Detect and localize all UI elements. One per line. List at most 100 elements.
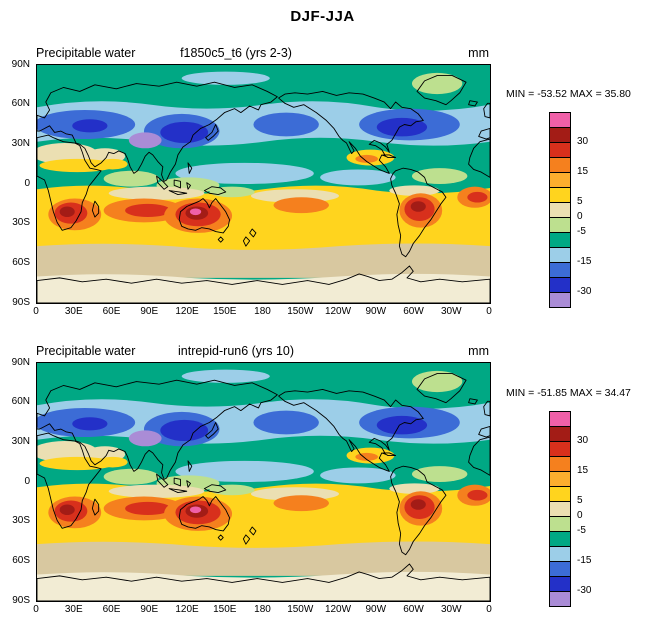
colorbar-segment [549, 127, 571, 143]
lat-tick-label: 30N [11, 435, 30, 447]
panel1-map-svg [37, 65, 490, 303]
lon-tick-label: 90W [365, 604, 387, 615]
lat-tick-label: 60S [12, 554, 30, 566]
lon-tick-label: 150E [213, 306, 237, 317]
panel1-map [36, 64, 491, 304]
lon-tick-label: 90W [365, 306, 387, 317]
colorbar-tick-label: -30 [577, 286, 592, 297]
lon-tick-label: 30E [64, 306, 83, 317]
colorbar-segment [549, 411, 571, 427]
panel2-map [36, 362, 491, 602]
colorbar-segment [549, 576, 571, 592]
lon-tick-label: 0 [33, 604, 39, 615]
colorbar-tick-label: -5 [577, 226, 586, 237]
colorbar-tick-label: -5 [577, 525, 586, 536]
colorbar-segment [549, 486, 571, 502]
lon-tick-label: 30W [440, 306, 462, 317]
lon-tick-label: 120E [175, 306, 199, 317]
panel2-minmax: MIN = -51.85 MAX = 34.47 [506, 387, 631, 399]
colorbar-segment [549, 292, 571, 308]
lat-tick-label: 90N [11, 58, 30, 70]
lat-tick-label: 0 [24, 177, 30, 189]
colorbar-tick-label: 15 [577, 465, 589, 476]
colorbar-tick-label: 0 [577, 510, 583, 521]
colorbar-tick-label: 30 [577, 435, 589, 446]
panel2-colorbar: 30 15 5 0 -5 -15 -30 [549, 411, 591, 607]
colorbar-tick-label: 30 [577, 136, 589, 147]
panel1-lat-axis: 90N 60N 30N 0 30S 60S 90S [0, 59, 33, 308]
panel1-minmax: MIN = -53.52 MAX = 35.80 [506, 88, 631, 100]
lat-tick-label: 60S [12, 256, 30, 268]
colorbar-segment [549, 277, 571, 293]
lat-tick-label: 60N [11, 396, 30, 408]
colorbar-segment [549, 262, 571, 278]
panel2-lon-axis: 0 30E 60E 90E 120E 150E 180 150W 120W 90W 60W 30W 0 [33, 602, 492, 616]
panel1-units-label: mm [468, 46, 489, 60]
lon-tick-label: 90E [140, 306, 159, 317]
lat-tick-label: 30S [12, 217, 30, 229]
lat-tick-label: 60N [11, 98, 30, 110]
lon-tick-label: 60W [403, 306, 424, 317]
lon-tick-label: 180 [254, 604, 271, 615]
lon-tick-label: 120E [175, 604, 199, 615]
lon-tick-label: 150W [287, 306, 314, 317]
colorbar-segment [549, 456, 571, 472]
panel1-header: Precipitable water f1850c5_t6 (yrs 2-3) … [36, 46, 489, 62]
panel2-case-label: intrepid-run6 (yrs 10) [177, 344, 295, 358]
colorbar-segment [549, 441, 571, 457]
colorbar-segment [549, 142, 571, 158]
panel2-lat-axis: 90N 60N 30N 0 30S 60S 90S [0, 357, 33, 606]
figure-title: DJF-JJA [290, 8, 355, 25]
colorbar-segment [549, 202, 571, 218]
panel2-header: Precipitable water intrepid-run6 (yrs 10… [36, 344, 489, 360]
colorbar-segment [549, 217, 571, 233]
colorbar-tick-label: 5 [577, 495, 583, 506]
panel1-case-label: f1850c5_t6 (yrs 2-3) [180, 46, 292, 60]
colorbar-segment [549, 471, 571, 487]
colorbar-segment [549, 516, 571, 532]
lon-tick-label: 90E [140, 604, 159, 615]
lon-tick-label: 120W [324, 306, 352, 317]
lon-tick-label: 60W [403, 604, 424, 615]
lon-tick-label: 0 [486, 306, 492, 317]
lon-tick-label: 0 [33, 306, 39, 317]
colorbar-segment [549, 501, 571, 517]
lon-tick-label: 60E [102, 306, 121, 317]
colorbar-tick-label: 0 [577, 211, 583, 222]
panel1-colorbar: 30 15 5 0 -5 -15 -30 [549, 112, 591, 308]
colorbar-segment [549, 531, 571, 547]
lat-tick-label: 90S [12, 296, 30, 308]
lat-tick-label: 90N [11, 356, 30, 368]
colorbar-segment [549, 426, 571, 442]
lon-tick-label: 180 [254, 306, 271, 317]
panel2-units-label: mm [468, 344, 489, 358]
lon-tick-label: 0 [486, 604, 492, 615]
colorbar-tick-label: -30 [577, 585, 592, 596]
lat-tick-label: 30S [12, 515, 30, 527]
colorbar-segment [549, 232, 571, 248]
lon-tick-label: 60E [102, 604, 121, 615]
colorbar-segment [549, 561, 571, 577]
colorbar-segment [549, 157, 571, 173]
lat-tick-label: 0 [24, 475, 30, 487]
colorbar-segment [549, 591, 571, 607]
lon-tick-label: 30W [440, 604, 462, 615]
lon-tick-label: 150W [287, 604, 314, 615]
panel2-map-svg [37, 363, 490, 601]
colorbar-segment [549, 546, 571, 562]
colorbar-tick-label: 5 [577, 196, 583, 207]
lon-tick-label: 30E [64, 604, 83, 615]
colorbar-tick-label: 15 [577, 166, 589, 177]
colorbar-segment [549, 112, 571, 128]
lat-tick-label: 30N [11, 137, 30, 149]
colorbar-tick-label: -15 [577, 555, 592, 566]
lat-tick-label: 90S [12, 594, 30, 606]
colorbar-tick-label: -15 [577, 256, 592, 267]
panel2-field-label: Precipitable water [36, 344, 136, 358]
colorbar-segment [549, 172, 571, 188]
lon-tick-label: 120W [324, 604, 352, 615]
panel1-field-label: Precipitable water [36, 46, 136, 60]
lon-tick-label: 150E [213, 604, 237, 615]
colorbar-segment [549, 247, 571, 263]
